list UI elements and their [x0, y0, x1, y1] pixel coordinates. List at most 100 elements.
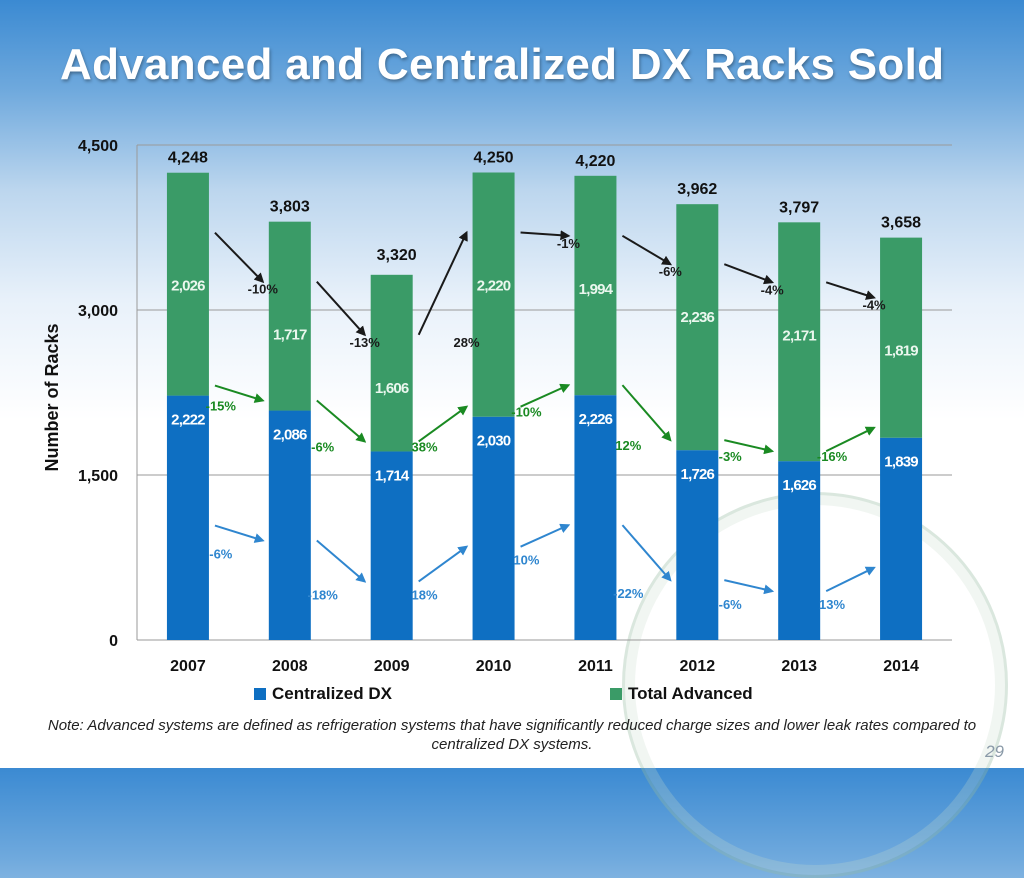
data-label-centralized-dx: 1,626: [782, 477, 816, 494]
data-label-total-advanced: 1,606: [375, 380, 409, 397]
bar-centralized-dx: [370, 451, 413, 640]
total-change-arrow: [316, 281, 367, 337]
advanced-change-arrow: [621, 384, 672, 442]
bar-total-advanced: [370, 274, 413, 452]
total-change-label: -6%: [659, 264, 683, 279]
advanced-change-arrow: [724, 439, 775, 455]
y-tick-label: 0: [109, 633, 118, 650]
data-label-centralized-dx: 1,839: [884, 454, 918, 471]
bar-centralized-dx: [676, 450, 719, 640]
bar-total-advanced: [268, 221, 311, 411]
data-label-total: 3,803: [270, 199, 310, 216]
total-change-arrow: [214, 232, 265, 284]
page-number: 29: [985, 742, 1004, 761]
data-label-total-advanced: 1,717: [273, 327, 307, 344]
centralized-change-label: 13%: [819, 597, 845, 612]
data-label-total: 4,220: [575, 153, 615, 170]
centralized-change-label: -6%: [719, 597, 743, 612]
bar-centralized-dx: [778, 461, 821, 640]
bar-total-advanced: [880, 237, 923, 438]
bar-centralized-dx: [166, 395, 209, 640]
data-label-total: 3,797: [779, 199, 819, 216]
advanced-change-arrow: [825, 426, 876, 453]
advanced-change-label: -16%: [817, 449, 848, 464]
total-change-label: -13%: [350, 335, 381, 350]
data-label-total: 3,658: [881, 215, 921, 232]
y-tick-label: 3,000: [78, 303, 118, 320]
bar-centralized-dx: [880, 437, 923, 640]
bar-total-advanced: [166, 172, 209, 396]
centralized-change-label: -18%: [308, 587, 339, 602]
bar-total-advanced: [574, 175, 617, 396]
advanced-change-arrow: [520, 383, 571, 408]
chart-legend: Centralized DX Total Advanced: [0, 684, 1024, 706]
data-label-centralized-dx: 1,714: [375, 467, 410, 484]
data-label-centralized-dx: 2,030: [477, 433, 511, 450]
centralized-change-label: -22%: [613, 586, 644, 601]
centralized-change-label: 10%: [513, 553, 539, 568]
total-change-arrow: [417, 230, 468, 336]
bar-total-advanced: [472, 172, 515, 417]
bar-total-advanced: [778, 222, 821, 462]
data-label-centralized-dx: 1,726: [681, 466, 715, 483]
total-change-arrow: [520, 230, 571, 241]
data-label-total-advanced: 2,026: [171, 278, 205, 295]
bar-centralized-dx: [472, 416, 515, 640]
x-tick-label: 2008: [272, 658, 308, 675]
advanced-change-label: 38%: [412, 439, 438, 454]
data-label-total-advanced: 2,171: [782, 327, 816, 344]
centralized-change-arrow: [825, 566, 876, 593]
centralized-change-arrow: [724, 579, 775, 595]
footnote: Note: Advanced systems are defined as re…: [47, 717, 977, 753]
total-change-label: -10%: [248, 282, 279, 297]
data-label-total-advanced: 2,220: [477, 278, 511, 295]
slide-title: Advanced and Centralized DX Racks Sold: [60, 40, 945, 89]
total-change-arrow: [723, 263, 775, 285]
total-change-label: 28%: [454, 335, 480, 350]
data-label-centralized-dx: 2,086: [273, 427, 307, 444]
centralized-change-arrow: [520, 523, 571, 548]
total-change-arrow: [621, 234, 673, 266]
advanced-change-label: -10%: [511, 405, 542, 420]
y-tick-label: 1,500: [78, 468, 118, 485]
data-label-total-advanced: 1,819: [884, 343, 918, 360]
legend-item-centralized-dx: Centralized DX: [254, 684, 392, 704]
x-tick-label: 2010: [476, 658, 512, 675]
centralized-change-arrow: [418, 545, 469, 583]
y-tick-label: 4,500: [78, 138, 118, 155]
advanced-change-arrow: [418, 405, 469, 443]
legend-swatch-total-advanced: [610, 688, 622, 700]
total-change-label: -4%: [863, 298, 887, 313]
x-tick-label: 2012: [680, 658, 716, 675]
y-axis-title: Number of Racks: [42, 323, 62, 471]
x-tick-label: 2013: [781, 658, 817, 675]
data-label-total: 3,320: [377, 247, 417, 264]
total-change-label: -1%: [557, 236, 581, 251]
centralized-change-arrow: [621, 524, 672, 582]
stacked-bar-chart: 0 1,500 3,000 4,500 Number of Racks 2007 2,222…: [42, 138, 952, 675]
data-label-centralized-dx: 2,222: [171, 412, 205, 429]
x-tick-label: 2007: [170, 658, 206, 675]
x-tick-label: 2014: [883, 658, 919, 675]
data-label-total: 4,250: [474, 150, 514, 167]
x-tick-label: 2009: [374, 658, 410, 675]
legend-swatch-centralized-dx: [254, 688, 266, 700]
centralized-change-arrow: [214, 524, 265, 543]
advanced-change-arrow: [316, 399, 367, 443]
bar-centralized-dx: [574, 395, 617, 640]
centralized-change-arrow: [316, 539, 367, 583]
data-label-total-advanced: 2,236: [681, 309, 715, 326]
advanced-change-label: 12%: [615, 438, 641, 453]
advanced-change-arrow: [214, 384, 265, 403]
advanced-change-label: -6%: [311, 439, 335, 454]
legend-label-centralized-dx: Centralized DX: [272, 684, 392, 703]
data-label-centralized-dx: 2,226: [579, 411, 613, 428]
legend-label-total-advanced: Total Advanced: [628, 684, 753, 703]
total-change-arrow: [825, 281, 876, 300]
bar-total-advanced: [676, 204, 719, 451]
advanced-change-label: -3%: [719, 449, 743, 464]
legend-item-total-advanced: Total Advanced: [610, 684, 753, 704]
centralized-change-label: -6%: [209, 547, 233, 562]
centralized-change-label: 18%: [412, 587, 438, 602]
advanced-change-label: -15%: [206, 399, 237, 414]
